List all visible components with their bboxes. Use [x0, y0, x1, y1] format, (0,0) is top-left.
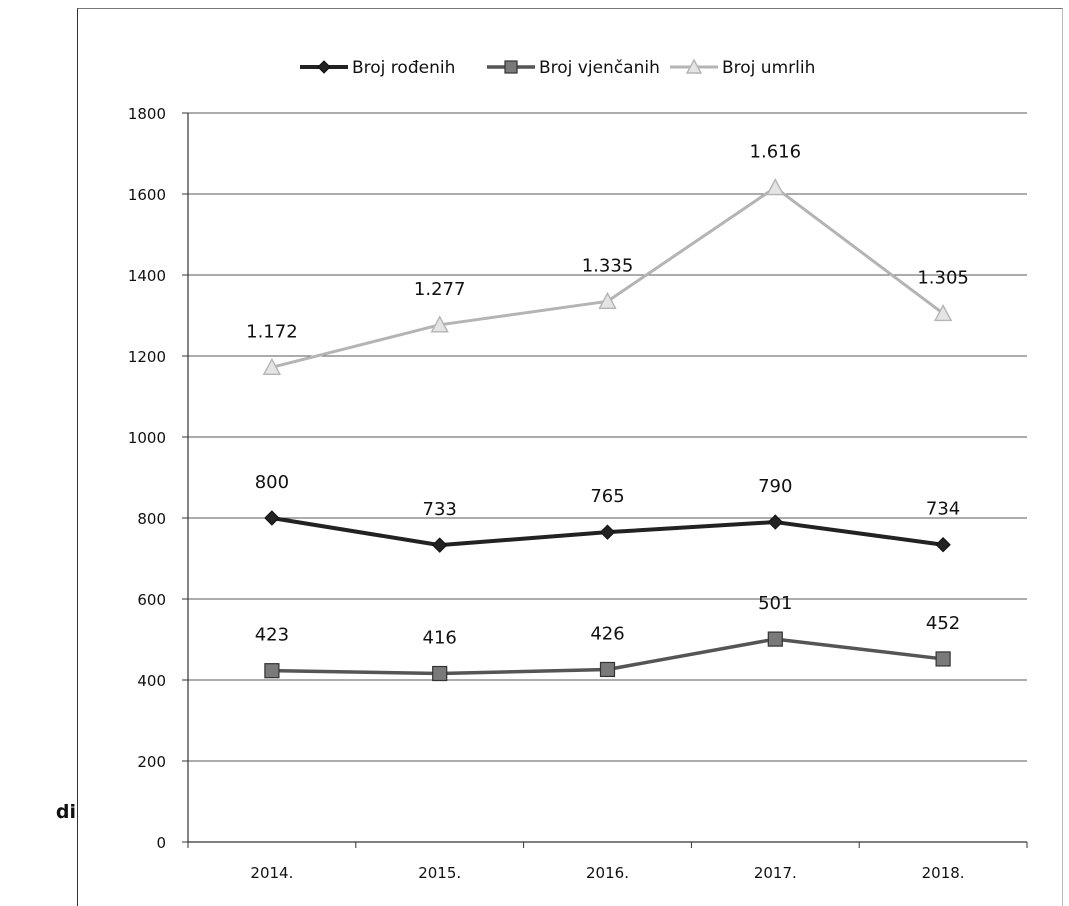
- data-label: 1.172: [246, 321, 298, 342]
- data-label: 800: [255, 472, 289, 493]
- chart-frame: [77, 8, 1063, 906]
- data-label: 790: [758, 476, 792, 497]
- data-point: [432, 665, 448, 682]
- series-0: [264, 510, 951, 553]
- legend-label: Broj rođenih: [352, 58, 455, 78]
- series-1: [264, 631, 951, 682]
- gridlines: [188, 112, 1027, 762]
- y-tick-label: 1400: [128, 267, 166, 285]
- x-tick-label: 2017.: [754, 864, 797, 882]
- data-point: [317, 60, 331, 74]
- legend-label: Broj umrlih: [722, 58, 815, 78]
- series-layer: [262, 178, 953, 682]
- y-tick-label: 200: [137, 753, 166, 771]
- data-label: 1.335: [582, 255, 634, 276]
- data-point: [599, 524, 616, 540]
- data-point: [935, 651, 951, 667]
- data-label: 501: [758, 593, 792, 614]
- data-point: [262, 357, 282, 376]
- data-label: 1.616: [750, 142, 802, 163]
- y-tick-label: 1000: [128, 429, 166, 447]
- series-2: [262, 178, 953, 376]
- data-point: [504, 60, 518, 74]
- legend-item-2: Broj umrlih: [670, 58, 815, 78]
- y-tick-label: 1800: [128, 105, 166, 123]
- data-point: [598, 291, 617, 310]
- data-label: 1.277: [414, 279, 466, 300]
- data-point: [431, 537, 448, 553]
- data-point: [935, 537, 951, 553]
- legend-item-1: Broj vjenčanih: [487, 58, 660, 78]
- y-tick-label: 0: [156, 834, 166, 852]
- data-label: 426: [590, 623, 624, 644]
- data-point: [264, 510, 280, 526]
- data-point: [933, 303, 953, 322]
- data-label: 452: [926, 613, 960, 634]
- legend-item-0: Broj rođenih: [300, 58, 455, 78]
- data-point: [264, 663, 280, 679]
- y-tick-label: 1200: [128, 348, 166, 366]
- data-point: [599, 661, 616, 678]
- data-point: [767, 514, 784, 530]
- x-tick-label: 2016.: [586, 864, 629, 882]
- x-tick-label: 2014.: [250, 864, 293, 882]
- data-label: 733: [423, 499, 457, 520]
- data-label: 1.305: [917, 267, 969, 288]
- y-tick-label: 1600: [128, 186, 166, 204]
- data-label: 423: [255, 625, 289, 646]
- side-label-clip: dini: [0, 780, 77, 830]
- legend: Broj rođenih Broj vjenčanih Broj umrlih: [300, 58, 815, 78]
- axes: 0 200 400 600 800 1000 1200 1400 1600 1800 2014. 20…: [128, 105, 1028, 882]
- data-point: [685, 58, 703, 74]
- data-label: 416: [423, 628, 457, 649]
- side-label: dini: [55, 801, 77, 823]
- data-point: [430, 315, 449, 333]
- legend-label: Broj vjenčanih: [539, 58, 660, 78]
- y-tick-label: 600: [137, 591, 166, 609]
- data-labels: 800 733 765 790 734 423 416 426 501 452 1.172 1.277…: [246, 142, 969, 649]
- y-tick-label: 400: [137, 672, 166, 690]
- y-tick-label: 800: [137, 510, 166, 528]
- data-label: 765: [590, 486, 624, 507]
- data-point: [766, 178, 785, 196]
- data-label: 734: [926, 499, 960, 520]
- series-line: [271, 186, 945, 369]
- x-tick-label: 2018.: [922, 864, 965, 882]
- x-tick-label: 2015.: [418, 864, 461, 882]
- data-point: [767, 631, 783, 647]
